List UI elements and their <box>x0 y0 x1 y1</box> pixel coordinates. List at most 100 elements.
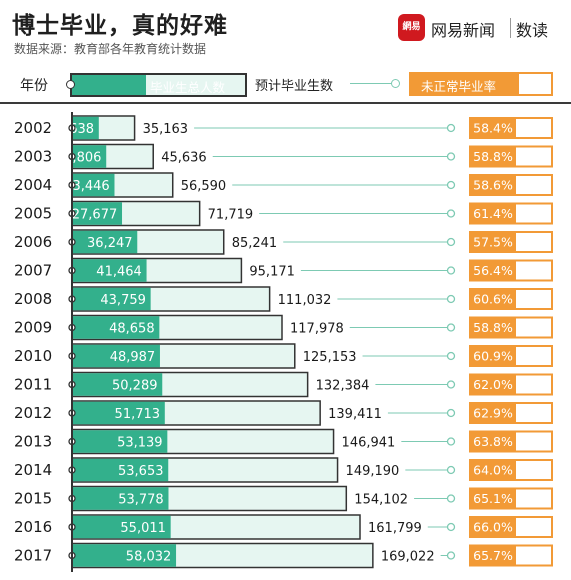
rate-value-2014: 64.0% <box>473 463 513 478</box>
graduates-value-2014: 53,653 <box>118 464 164 479</box>
planned-leader-dot-2015 <box>446 494 456 503</box>
planned-value-2005: 71,719 <box>208 208 254 223</box>
graduates-bar-2015 <box>72 487 169 510</box>
planned-leader-dot-2014 <box>446 465 456 475</box>
graduates-bar-2016 <box>72 515 171 539</box>
year-label-2013: 2013 <box>14 433 52 451</box>
planned-value-2015: 154,102 <box>354 493 408 508</box>
planned-value-2008: 111,032 <box>278 293 332 308</box>
planned-leader-dot-2017 <box>446 551 456 560</box>
graduates-value-2012: 51,713 <box>115 407 161 422</box>
planned-value-2007: 95,171 <box>249 265 294 280</box>
rate-value-2016: 66.0% <box>473 520 513 535</box>
planned-leader-dot-2010 <box>446 351 456 361</box>
chart-header: 博士毕业，真的好难 数据来源：教育部各年教育统计数据 網易 网易新闻 数读 <box>0 0 571 62</box>
data-source-note: 数据来源：教育部各年教育统计数据 <box>14 42 207 56</box>
planned-leader-dot-2016 <box>446 522 456 532</box>
year-label-2002: 2002 <box>14 119 52 137</box>
legend-total-dot <box>66 80 75 89</box>
graduates-value-2005: 27,677 <box>72 208 118 223</box>
rate-value-2010: 60.9% <box>473 349 513 364</box>
graduates-value-2008: 43,759 <box>100 293 146 308</box>
planned-value-2010: 125,153 <box>303 350 357 365</box>
year-label-2012: 2012 <box>14 404 52 422</box>
year-label-2017: 2017 <box>14 547 52 565</box>
logo-brand-text: 网易新闻 <box>431 21 496 40</box>
planned-value-2011: 132,384 <box>316 379 370 394</box>
graduates-value-2011: 50,289 <box>112 379 158 394</box>
rate-fill-2008 <box>470 289 516 309</box>
rate-fill-2012 <box>470 403 516 423</box>
rate-value-2017: 65.7% <box>473 548 513 563</box>
planned-leader-dot-2003 <box>446 152 456 161</box>
rate-fill-2011 <box>470 374 516 395</box>
planned-value-2006: 85,241 <box>232 236 278 251</box>
rate-fill-2003 <box>470 146 516 167</box>
rate-value-2009: 58.8% <box>473 320 513 335</box>
graduates-bar-2017 <box>72 544 177 567</box>
rate-fill-2017 <box>470 545 516 566</box>
year-label-2015: 2015 <box>14 490 52 508</box>
rate-fill-2005 <box>470 203 516 224</box>
chart-title: 博士毕业，真的好难 <box>12 13 228 39</box>
planned-leader-dot-2009 <box>446 323 456 332</box>
year-label-2003: 2003 <box>14 148 52 166</box>
netease-logo-mark: 網易 <box>398 14 425 41</box>
graduates-bar-2013 <box>72 430 168 453</box>
planned-value-2012: 139,411 <box>328 407 382 422</box>
year-label-2016: 2016 <box>14 518 52 536</box>
planned-leader-dot-2004 <box>446 180 456 190</box>
planned-value-2004: 56,590 <box>181 179 227 194</box>
year-label-2009: 2009 <box>14 319 52 337</box>
planned-leader-dot-2013 <box>446 437 456 446</box>
legend-planned-line <box>350 83 394 84</box>
graduates-value-2003: 18,806 <box>56 151 102 166</box>
rate-fill-2007 <box>470 260 516 281</box>
legend-year-label: 年份 <box>20 78 48 94</box>
graduates-value-2004: 23,446 <box>64 179 110 194</box>
graduates-value-2016: 55,011 <box>120 521 166 536</box>
rate-fill-2006 <box>470 232 516 252</box>
planned-value-2003: 45,636 <box>161 151 207 166</box>
rate-fill-2009 <box>470 317 516 338</box>
graduates-value-2015: 53,778 <box>118 493 164 508</box>
planned-value-2014: 149,190 <box>346 464 400 479</box>
year-label-2004: 2004 <box>14 176 52 194</box>
rate-fill-2014 <box>470 460 516 480</box>
graduates-bar-2003 <box>72 145 107 168</box>
planned-leader-dot-2008 <box>446 294 456 304</box>
planned-leader-dot-2011 <box>446 380 456 389</box>
rate-value-2002: 58.4% <box>473 121 513 136</box>
graduates-value-2010: 48,987 <box>110 350 156 365</box>
rate-fill-2002 <box>470 118 516 138</box>
planned-leader-dot-2005 <box>446 209 456 218</box>
rate-fill-2004 <box>470 175 516 195</box>
planned-value-2017: 169,022 <box>381 550 435 565</box>
logo-divider <box>510 18 511 38</box>
planned-value-2002: 35,163 <box>143 122 189 137</box>
rate-value-2003: 58.8% <box>473 149 513 164</box>
legend-planned-dot <box>391 79 400 88</box>
legend-rate-inner <box>519 74 551 94</box>
legend-rate-label: 未正常毕业率 <box>421 79 497 94</box>
rate-fill-2010 <box>470 346 516 366</box>
year-label-2010: 2010 <box>14 347 52 365</box>
graduates-bar-2008 <box>72 287 151 311</box>
year-label-2008: 2008 <box>14 290 52 308</box>
graduates-value-2006: 36,247 <box>87 236 133 251</box>
graduates-value-2007: 41,464 <box>96 265 142 280</box>
rate-fill-2016 <box>470 517 516 537</box>
legend-total-label: 毕业生总人数 <box>150 80 226 95</box>
rate-value-2012: 62.9% <box>473 406 513 421</box>
graduates-bar-2014 <box>72 458 169 482</box>
year-label-2011: 2011 <box>14 376 52 394</box>
rate-value-2013: 63.8% <box>473 434 513 449</box>
rate-value-2007: 56.4% <box>473 263 513 278</box>
graduates-bar-2007 <box>72 259 147 282</box>
graduates-value-2013: 53,139 <box>117 436 163 451</box>
rate-value-2008: 60.6% <box>473 292 513 307</box>
chart-legend: 年份 毕业生总人数 预计毕业生数 未正常毕业率 <box>0 68 571 104</box>
planned-value-2009: 117,978 <box>290 322 344 337</box>
year-label-2006: 2006 <box>14 233 52 251</box>
graduates-bar-2012 <box>72 401 165 425</box>
